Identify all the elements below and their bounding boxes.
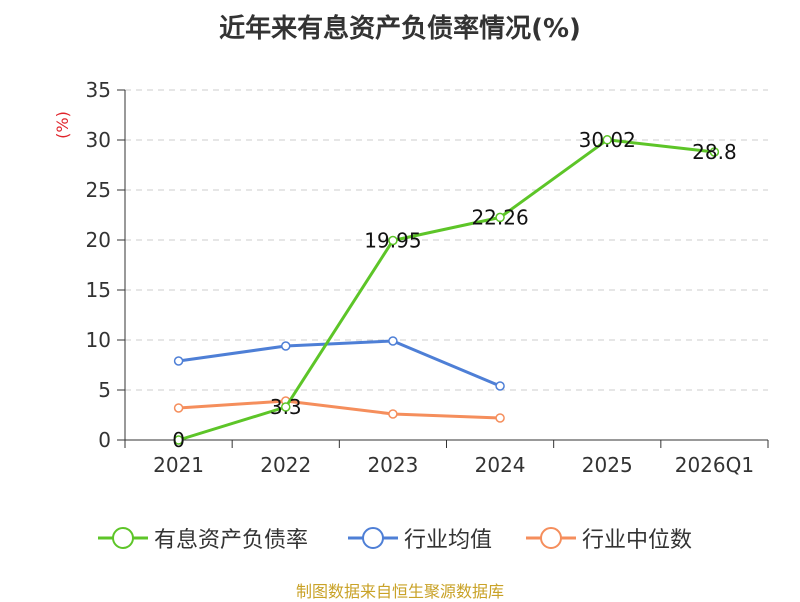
y-tick-label-4: 20 [86, 228, 111, 252]
legend-marker-1 [348, 527, 398, 549]
legend-label-0: 有息资产负债率 [154, 528, 309, 553]
legend-marker-2 [526, 527, 576, 549]
series-1-point-2 [388, 336, 398, 346]
data-label-1: 3.3 [270, 395, 302, 419]
y-tick-label-1: 5 [98, 378, 111, 402]
data-label-3: 22.26 [471, 205, 528, 229]
series-0-point-0 [173, 435, 184, 445]
y-axis-label: (%) [53, 111, 72, 139]
legend-item-1[interactable]: 行业均值 [348, 518, 492, 558]
y-tick-label-6: 30 [86, 128, 111, 152]
series-0-point-2 [388, 235, 398, 246]
series-0-point-4 [602, 135, 612, 145]
x-tick-label-2: 2023 [367, 453, 418, 477]
data-label-2: 19.95 [364, 229, 421, 253]
y-tick-label-2: 10 [86, 328, 111, 352]
data-label-4: 30.02 [579, 128, 636, 152]
series-1-point-3 [495, 381, 505, 391]
legend-label-1: 行业均值 [404, 528, 493, 553]
x-tick-label-3: 2024 [475, 453, 526, 477]
series-1-point-0 [173, 356, 184, 366]
series-line-2 [178, 399, 501, 420]
chart-title: 近年来有息资产负债率情况(%) [219, 14, 581, 44]
data-label-0: 0 [172, 428, 185, 452]
source-text: 制图数据来自恒生聚源数据库 [295, 582, 504, 601]
x-tick-label-4: 2025 [582, 453, 633, 477]
legend: 有息资产负债率 行业均值 行业中位数 [0, 518, 800, 558]
y-tick-label-0: 0 [98, 428, 111, 452]
series-2-point-0 [173, 403, 184, 413]
y-tick-label-5: 25 [86, 178, 111, 202]
x-tick-label-0: 2021 [153, 453, 204, 477]
y-tick-label-7: 35 [86, 78, 111, 102]
x-tick-label-5: 2026Q1 [675, 453, 754, 477]
x-tick-label-1: 2022 [260, 453, 311, 477]
series-line-0 [178, 138, 715, 442]
series-1-point-1 [281, 341, 291, 351]
series-line-1 [178, 339, 501, 388]
legend-label-2: 行业中位数 [582, 528, 693, 553]
legend-item-2[interactable]: 行业中位数 [526, 518, 692, 558]
legend-marker-0 [98, 527, 148, 549]
series-0-point-3 [495, 212, 505, 223]
data-label-5: 28.8 [692, 140, 737, 164]
series-2-point-3 [495, 413, 505, 423]
series-2-point-2 [388, 409, 398, 419]
series-0-point-5 [709, 147, 720, 157]
legend-item-0[interactable]: 有息资产负债率 [98, 518, 308, 558]
y-tick-label-3: 15 [86, 278, 111, 302]
series-0-point-1 [281, 402, 291, 412]
